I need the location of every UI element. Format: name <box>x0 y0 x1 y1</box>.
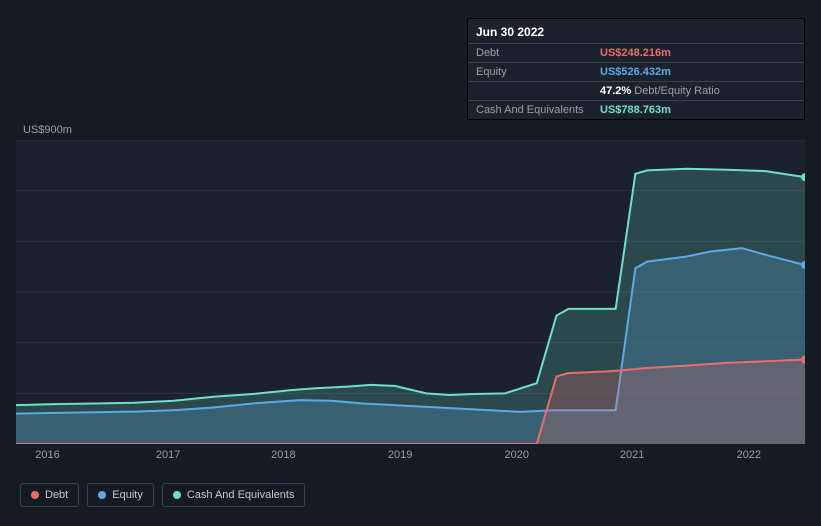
y-axis-max-label: US$900m <box>23 124 72 136</box>
tooltip-row-sub: 47.2% Debt/Equity Ratio <box>600 85 796 97</box>
tooltip-row-value: US$526.432m <box>600 66 796 78</box>
x-axis-tick-label: 2018 <box>271 449 295 461</box>
x-axis-tick-label: 2016 <box>35 449 59 461</box>
chart-root: Jun 30 2022 DebtUS$248.216mEquityUS$526.… <box>0 0 821 526</box>
x-axis-tick-label: 2020 <box>505 449 529 461</box>
tooltip-row-label <box>476 85 600 97</box>
tooltip-row: 47.2% Debt/Equity Ratio <box>468 81 804 100</box>
tooltip-row-label: Equity <box>476 66 600 78</box>
legend-dot-icon <box>98 491 106 499</box>
tooltip-row-label: Cash And Equivalents <box>476 104 600 116</box>
x-axis-tick-label: 2022 <box>737 449 761 461</box>
legend-item[interactable]: Cash And Equivalents <box>162 483 306 507</box>
tooltip-panel: Jun 30 2022 DebtUS$248.216mEquityUS$526.… <box>467 18 805 120</box>
tooltip-row: Cash And EquivalentsUS$788.763m <box>468 100 804 119</box>
legend-label: Cash And Equivalents <box>187 489 295 501</box>
tooltip-row-value: US$788.763m <box>600 104 796 116</box>
x-axis-tick-label: 2017 <box>156 449 180 461</box>
legend-label: Equity <box>112 489 143 501</box>
x-axis-tick-label: 2021 <box>620 449 644 461</box>
tooltip-row: DebtUS$248.216m <box>468 43 804 62</box>
legend-item[interactable]: Debt <box>20 483 79 507</box>
legend-dot-icon <box>173 491 181 499</box>
chart-svg <box>16 140 805 444</box>
legend: Debt Equity Cash And Equivalents <box>20 483 305 507</box>
legend-dot-icon <box>31 491 39 499</box>
tooltip-row-value: US$248.216m <box>600 47 796 59</box>
legend-item[interactable]: Equity <box>87 483 154 507</box>
x-axis-labels: 2016 2017 2018 2019 2020 2021 2022 <box>16 449 805 465</box>
tooltip-date: Jun 30 2022 <box>468 19 804 43</box>
x-axis-tick-label: 2019 <box>388 449 412 461</box>
tooltip-row: EquityUS$526.432m <box>468 62 804 81</box>
chart-area <box>16 140 805 444</box>
tooltip-row-label: Debt <box>476 47 600 59</box>
legend-label: Debt <box>45 489 68 501</box>
